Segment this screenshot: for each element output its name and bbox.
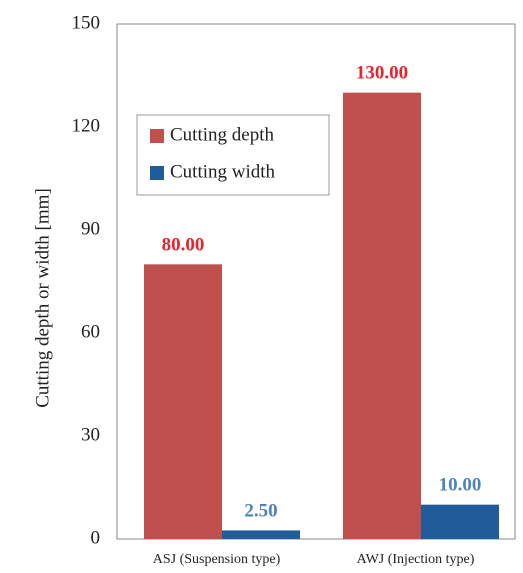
y-tick-label: 30 xyxy=(81,424,100,445)
data-labels: 80.00 2.50 130.00 10.00 xyxy=(162,63,482,522)
legend-label: Cutting width xyxy=(170,161,276,182)
legend-swatch xyxy=(150,129,164,143)
bar-cutting-depth-1 xyxy=(343,92,421,540)
data-label: 10.00 xyxy=(439,475,482,496)
bar-cutting-depth-0 xyxy=(144,264,222,539)
y-axis-ticks: 0 30 60 90 120 150 xyxy=(72,12,101,548)
data-label: 80.00 xyxy=(162,234,205,255)
bar-cutting-width-0 xyxy=(222,530,300,539)
legend: Cutting depth Cutting width xyxy=(136,114,330,196)
x-axis-categories: ASJ (Suspension type) AWJ (Injection type… xyxy=(153,552,475,567)
y-tick-label: 120 xyxy=(72,115,101,136)
y-tick-label: 60 xyxy=(81,321,100,342)
legend-label: Cutting depth xyxy=(170,124,274,145)
legend-swatch xyxy=(150,166,164,180)
y-tick-label: 150 xyxy=(72,12,101,33)
y-tick-label: 0 xyxy=(91,527,101,548)
bars xyxy=(144,92,499,540)
y-axis-label: Cutting depth or width [mm] xyxy=(32,188,53,408)
data-label: 2.50 xyxy=(244,500,277,521)
y-tick-label: 90 xyxy=(81,218,100,239)
bar-cutting-width-1 xyxy=(421,504,499,539)
x-category-label: AWJ (Injection type) xyxy=(357,552,475,567)
legend-box xyxy=(136,114,330,196)
x-category-label: ASJ (Suspension type) xyxy=(153,552,281,567)
data-label: 130.00 xyxy=(356,63,408,84)
